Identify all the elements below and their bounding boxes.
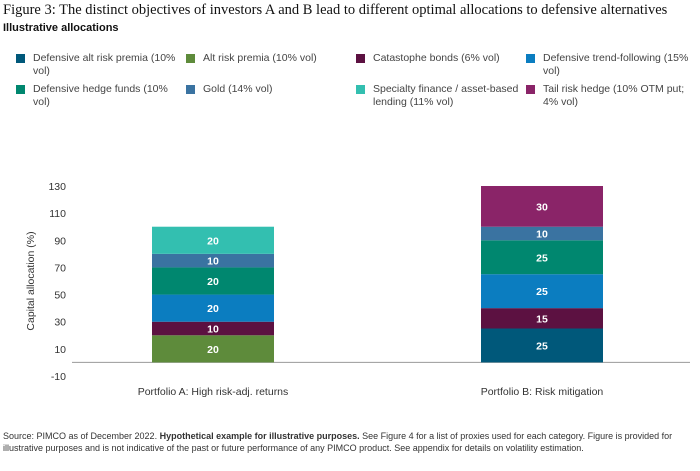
data-label: 20 <box>207 344 219 356</box>
legend-item: Alt risk premia (10% vol) <box>186 52 356 78</box>
data-label: 15 <box>536 313 548 325</box>
legend-item: Tail risk hedge (10% OTM put; 4% vol) <box>526 83 696 109</box>
legend: Defensive alt risk premia (10% vol) Defen… <box>16 52 696 109</box>
legend-item: Gold (14% vol) <box>186 83 356 109</box>
legend-label: Defensive hedge funds (10% vol) <box>33 83 168 108</box>
bar-segment <box>152 267 274 295</box>
stacked-bar-chart: 130 110 90 70 50 30 10 -10 Capital allocation (%… <box>25 181 690 398</box>
legend-label: Defensive alt risk premia (10% vol) <box>33 52 176 77</box>
legend-label: Gold (14% vol) <box>203 83 273 95</box>
y-tick-label: 50 <box>54 290 66 302</box>
legend-label: Defensive trend-following (15% vol) <box>543 52 689 77</box>
figure-subtitle: Illustrative allocations <box>3 22 119 34</box>
y-tick-label: -10 <box>51 371 66 383</box>
legend-label: Alt risk premia (10% vol) <box>203 52 317 64</box>
legend-swatch <box>186 85 195 94</box>
data-label: 30 <box>536 201 548 213</box>
bar-segment <box>152 321 274 336</box>
y-tick-label: 130 <box>48 181 66 193</box>
data-label: 20 <box>207 276 219 288</box>
legend-item: Defensive trend-following (15% vol) <box>526 52 696 78</box>
legend-swatch <box>186 54 195 63</box>
source-bold: Hypothetical example for illustrative pu… <box>159 431 360 441</box>
y-tick-label: 90 <box>54 235 66 247</box>
bar-segment <box>481 308 603 329</box>
data-label: 10 <box>536 229 548 241</box>
bar-segment <box>481 328 603 363</box>
legend-label: Catastophe bonds (6% vol) <box>373 52 500 64</box>
legend-item: Defensive hedge funds (10% vol) <box>16 83 186 109</box>
legend-item: Specialty finance / asset-based lending … <box>356 83 526 109</box>
y-tick-label: 70 <box>54 262 66 274</box>
bar-segment <box>481 226 603 241</box>
bar-segment <box>481 274 603 309</box>
bar-segment <box>152 253 274 268</box>
data-label: 20 <box>207 303 219 315</box>
bar-segment <box>152 294 274 322</box>
legend-swatch <box>16 85 25 94</box>
bar-segment <box>481 186 603 227</box>
source-prefix: Source: PIMCO as of December 2022. <box>3 431 160 441</box>
data-label: 20 <box>207 235 219 247</box>
data-label: 25 <box>536 340 548 352</box>
bar-segment <box>481 240 603 275</box>
legend-swatch <box>526 54 535 63</box>
data-label: 25 <box>536 286 548 298</box>
legend-swatch <box>526 85 535 94</box>
legend-label: Specialty finance / asset-based lending … <box>373 83 519 108</box>
legend-item: Catastophe bonds (6% vol) <box>356 52 526 78</box>
source-note: Source: PIMCO as of December 2022. Hypot… <box>3 430 698 454</box>
legend-label: Tail risk hedge (10% OTM put; 4% vol) <box>543 83 685 108</box>
legend-swatch <box>356 85 365 94</box>
y-tick-label: 10 <box>54 344 66 356</box>
legend-item: Defensive alt risk premia (10% vol) <box>16 52 186 78</box>
data-label: 25 <box>536 252 548 264</box>
data-label: 10 <box>207 324 219 336</box>
bar-segment <box>152 226 274 254</box>
y-tick-label: 110 <box>49 208 66 220</box>
bar-segment <box>152 335 274 363</box>
data-label: 10 <box>207 256 219 268</box>
legend-swatch <box>16 54 25 63</box>
source-suffix: See Figure 4 for a list of proxies used … <box>3 431 673 453</box>
x-tick-label: Portfolio A: High risk-adj. returns <box>138 386 289 398</box>
legend-swatch <box>356 54 365 63</box>
figure-title: Figure 3: The distinct objectives of inv… <box>3 2 668 18</box>
x-tick-label: Portfolio B: Risk mitigation <box>481 386 604 398</box>
y-axis-label: Capital allocation (%) <box>25 231 37 330</box>
y-tick-label: 30 <box>54 317 66 329</box>
